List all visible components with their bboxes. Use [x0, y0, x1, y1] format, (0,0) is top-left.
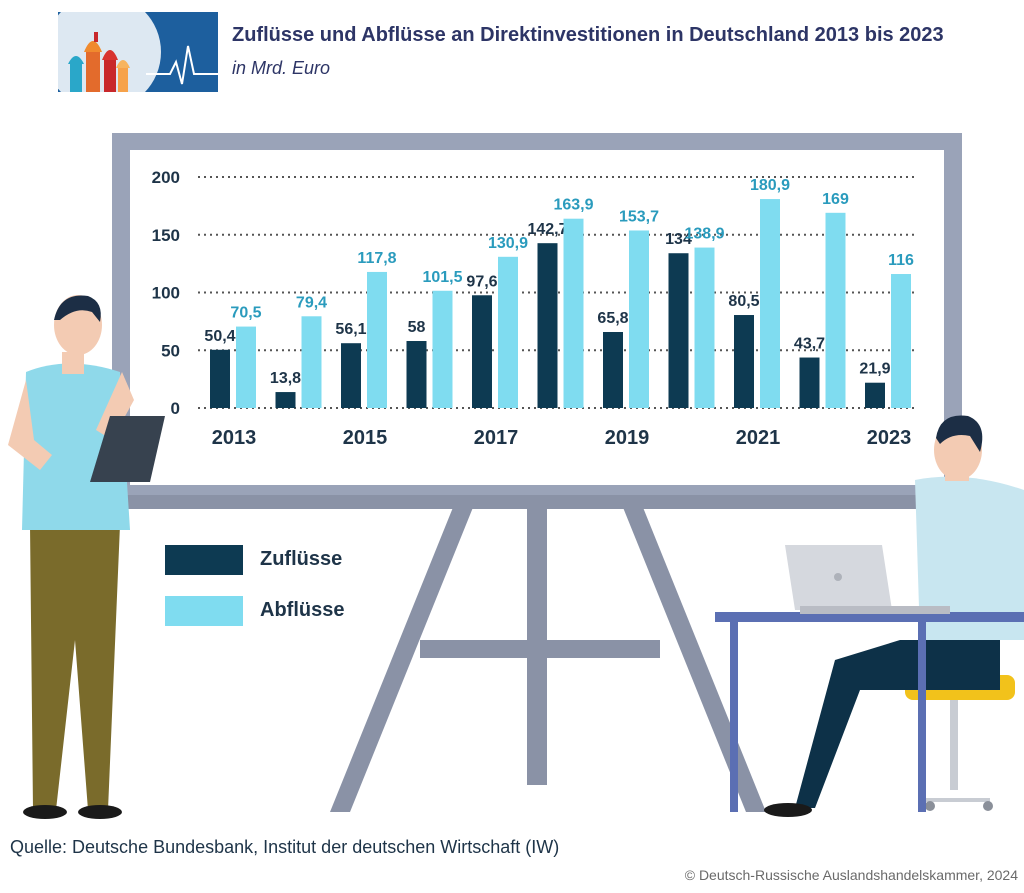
bar-zufluesse-2018 [537, 243, 558, 408]
y-tick-label: 50 [161, 341, 180, 360]
data-label: 70,5 [230, 305, 261, 322]
source-note: Quelle: Deutsche Bundesbank, Institut de… [10, 837, 560, 857]
bar-zufluesse-2017 [472, 295, 492, 408]
legend-label-abfluesse: Abflüsse [260, 599, 345, 621]
bar-zufluesse-2021 [734, 315, 754, 408]
data-label: 180,9 [750, 177, 790, 194]
y-tick-label: 100 [152, 284, 180, 303]
bar-abfluesse-2017 [498, 256, 518, 408]
bar-zufluesse-2014 [275, 392, 296, 408]
bar-zufluesse-2023 [865, 382, 885, 408]
y-tick-label: 0 [171, 399, 180, 418]
easel-stand [330, 500, 766, 812]
data-label: 79,4 [296, 294, 327, 311]
data-label: 80,5 [728, 293, 759, 310]
data-label: 56,1 [335, 321, 366, 338]
chart-title: Zuflüsse und Abflüsse an Direktinvestiti… [232, 24, 944, 46]
bar-zufluesse-2022 [799, 357, 820, 408]
bar-zufluesse-2016 [406, 341, 427, 408]
bar-chart: 0 50 100 150 200 50,4 70,5 2013 13,8 79,4 56,1 117,… [152, 168, 915, 449]
x-tick-label: 2019 [605, 427, 650, 449]
bar-abfluesse-2023 [891, 274, 911, 408]
bar-abfluesse-2018 [563, 218, 584, 408]
x-tick-label: 2013 [212, 427, 257, 449]
bar-zufluesse-2015 [341, 343, 361, 408]
bar-abfluesse-2014 [301, 316, 322, 408]
bar-abfluesse-2013 [236, 326, 256, 408]
bar-abfluesse-2019 [629, 230, 649, 408]
data-label: 65,8 [597, 310, 628, 327]
bar-zufluesse-2013 [210, 349, 230, 408]
data-label: 43,7 [794, 336, 825, 353]
bar-abfluesse-2022 [825, 212, 846, 408]
copyright-note: © Deutsch-Russische Auslandshandelskamme… [684, 867, 1018, 883]
data-label: 130,9 [488, 235, 528, 252]
bar-zufluesse-2019 [603, 332, 623, 408]
data-label: 50,4 [204, 328, 235, 345]
data-label: 153,7 [619, 208, 659, 225]
bar-abfluesse-2016 [432, 290, 453, 408]
data-label: 117,8 [357, 250, 396, 267]
data-label: 134 [665, 231, 692, 248]
x-tick-label: 2015 [343, 427, 388, 449]
chart-subtitle: in Mrd. Euro [232, 58, 331, 78]
data-label: 116 [888, 252, 914, 269]
bar-abfluesse-2015 [367, 271, 387, 408]
data-label: 138,9 [684, 226, 724, 243]
x-tick-label: 2023 [867, 427, 912, 449]
x-tick-label: 2017 [474, 427, 519, 449]
person-with-tablet-illustration [8, 295, 165, 819]
y-tick-label: 200 [152, 168, 180, 187]
bar-abfluesse-2020 [694, 247, 715, 408]
x-tick-label: 2021 [736, 427, 781, 449]
data-label: 58 [408, 319, 426, 336]
data-label: 13,8 [270, 370, 301, 387]
data-label: 21,9 [859, 361, 890, 378]
data-label: 142,7 [527, 221, 567, 238]
legend-swatch-zufluesse [165, 545, 243, 575]
data-label: 163,9 [553, 197, 593, 214]
moscow-domes-heartbeat-logo [58, 12, 218, 92]
y-tick-label: 150 [152, 226, 180, 245]
bar-zufluesse-2020 [668, 253, 689, 408]
bar-abfluesse-2021 [760, 199, 780, 408]
legend-label-zufluesse: Zuflüsse [260, 548, 343, 570]
data-label: 101,5 [422, 269, 462, 286]
person-at-desk-illustration [715, 415, 1024, 817]
data-label: 169 [822, 191, 849, 208]
legend-swatch-abfluesse [165, 596, 243, 626]
data-label: 97,6 [466, 273, 497, 290]
whiteboard-surface [130, 150, 944, 485]
whiteboard-ledge [118, 495, 956, 509]
